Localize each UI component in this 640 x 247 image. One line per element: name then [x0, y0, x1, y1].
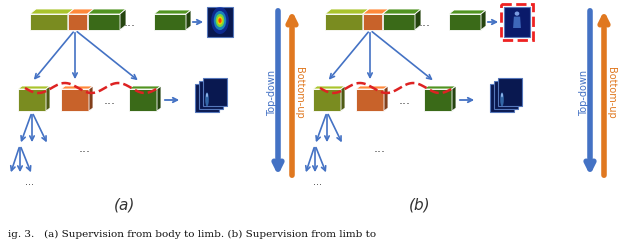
Polygon shape — [18, 89, 46, 111]
Polygon shape — [88, 14, 120, 30]
Polygon shape — [68, 9, 74, 30]
Ellipse shape — [515, 12, 519, 16]
Polygon shape — [186, 10, 191, 30]
Polygon shape — [120, 9, 126, 30]
Polygon shape — [46, 86, 50, 111]
Polygon shape — [325, 14, 363, 30]
Polygon shape — [129, 89, 157, 111]
Bar — [203, 78, 227, 106]
Polygon shape — [129, 86, 161, 89]
Bar — [195, 84, 219, 112]
Ellipse shape — [500, 92, 504, 106]
Polygon shape — [383, 14, 415, 30]
Polygon shape — [30, 9, 74, 14]
Polygon shape — [452, 86, 456, 111]
Text: ...: ... — [312, 177, 321, 187]
Polygon shape — [18, 86, 50, 89]
Polygon shape — [88, 9, 126, 14]
Polygon shape — [88, 9, 93, 30]
Polygon shape — [424, 89, 452, 111]
Bar — [199, 81, 223, 109]
Polygon shape — [363, 14, 383, 30]
Ellipse shape — [205, 92, 209, 106]
Polygon shape — [415, 9, 421, 30]
Text: ...: ... — [124, 16, 136, 28]
Polygon shape — [68, 14, 88, 30]
Text: Bottom-up: Bottom-up — [294, 67, 304, 119]
Polygon shape — [356, 89, 384, 111]
Ellipse shape — [217, 16, 223, 25]
Text: ...: ... — [374, 142, 386, 155]
Polygon shape — [481, 10, 486, 30]
Bar — [207, 7, 233, 37]
Text: ...: ... — [26, 177, 35, 187]
Ellipse shape — [206, 93, 208, 97]
Polygon shape — [449, 14, 481, 30]
Polygon shape — [341, 86, 345, 111]
Polygon shape — [154, 14, 186, 30]
Text: ...: ... — [419, 16, 431, 28]
Polygon shape — [30, 14, 68, 30]
Text: Bottom-up: Bottom-up — [606, 67, 616, 119]
Polygon shape — [313, 86, 345, 89]
Polygon shape — [154, 10, 191, 14]
Polygon shape — [383, 9, 421, 14]
Bar — [498, 78, 522, 106]
Polygon shape — [61, 86, 93, 89]
Polygon shape — [356, 86, 388, 89]
Text: ...: ... — [399, 94, 411, 106]
Text: (a): (a) — [115, 198, 136, 212]
Bar — [494, 81, 518, 109]
Polygon shape — [384, 86, 388, 111]
Polygon shape — [157, 86, 161, 111]
Polygon shape — [313, 89, 341, 111]
Bar — [490, 84, 514, 112]
Ellipse shape — [214, 11, 227, 30]
Polygon shape — [89, 86, 93, 111]
Polygon shape — [424, 86, 456, 89]
Text: (b): (b) — [409, 198, 431, 212]
Polygon shape — [363, 9, 369, 30]
Ellipse shape — [501, 93, 503, 97]
Ellipse shape — [216, 14, 224, 27]
Text: ...: ... — [79, 142, 91, 155]
Ellipse shape — [211, 7, 228, 34]
Text: Top-down: Top-down — [579, 70, 589, 116]
Polygon shape — [449, 10, 486, 14]
Text: ...: ... — [104, 94, 116, 106]
Polygon shape — [513, 17, 521, 28]
Polygon shape — [61, 89, 89, 111]
Polygon shape — [363, 9, 388, 14]
Ellipse shape — [218, 18, 221, 23]
Text: ig. 3.   (a) Supervision from body to limb. (b) Supervision from limb to: ig. 3. (a) Supervision from body to limb… — [8, 229, 376, 239]
Polygon shape — [68, 9, 93, 14]
Bar — [504, 7, 530, 37]
Text: Top-down: Top-down — [267, 70, 277, 116]
Polygon shape — [383, 9, 388, 30]
Polygon shape — [325, 9, 369, 14]
